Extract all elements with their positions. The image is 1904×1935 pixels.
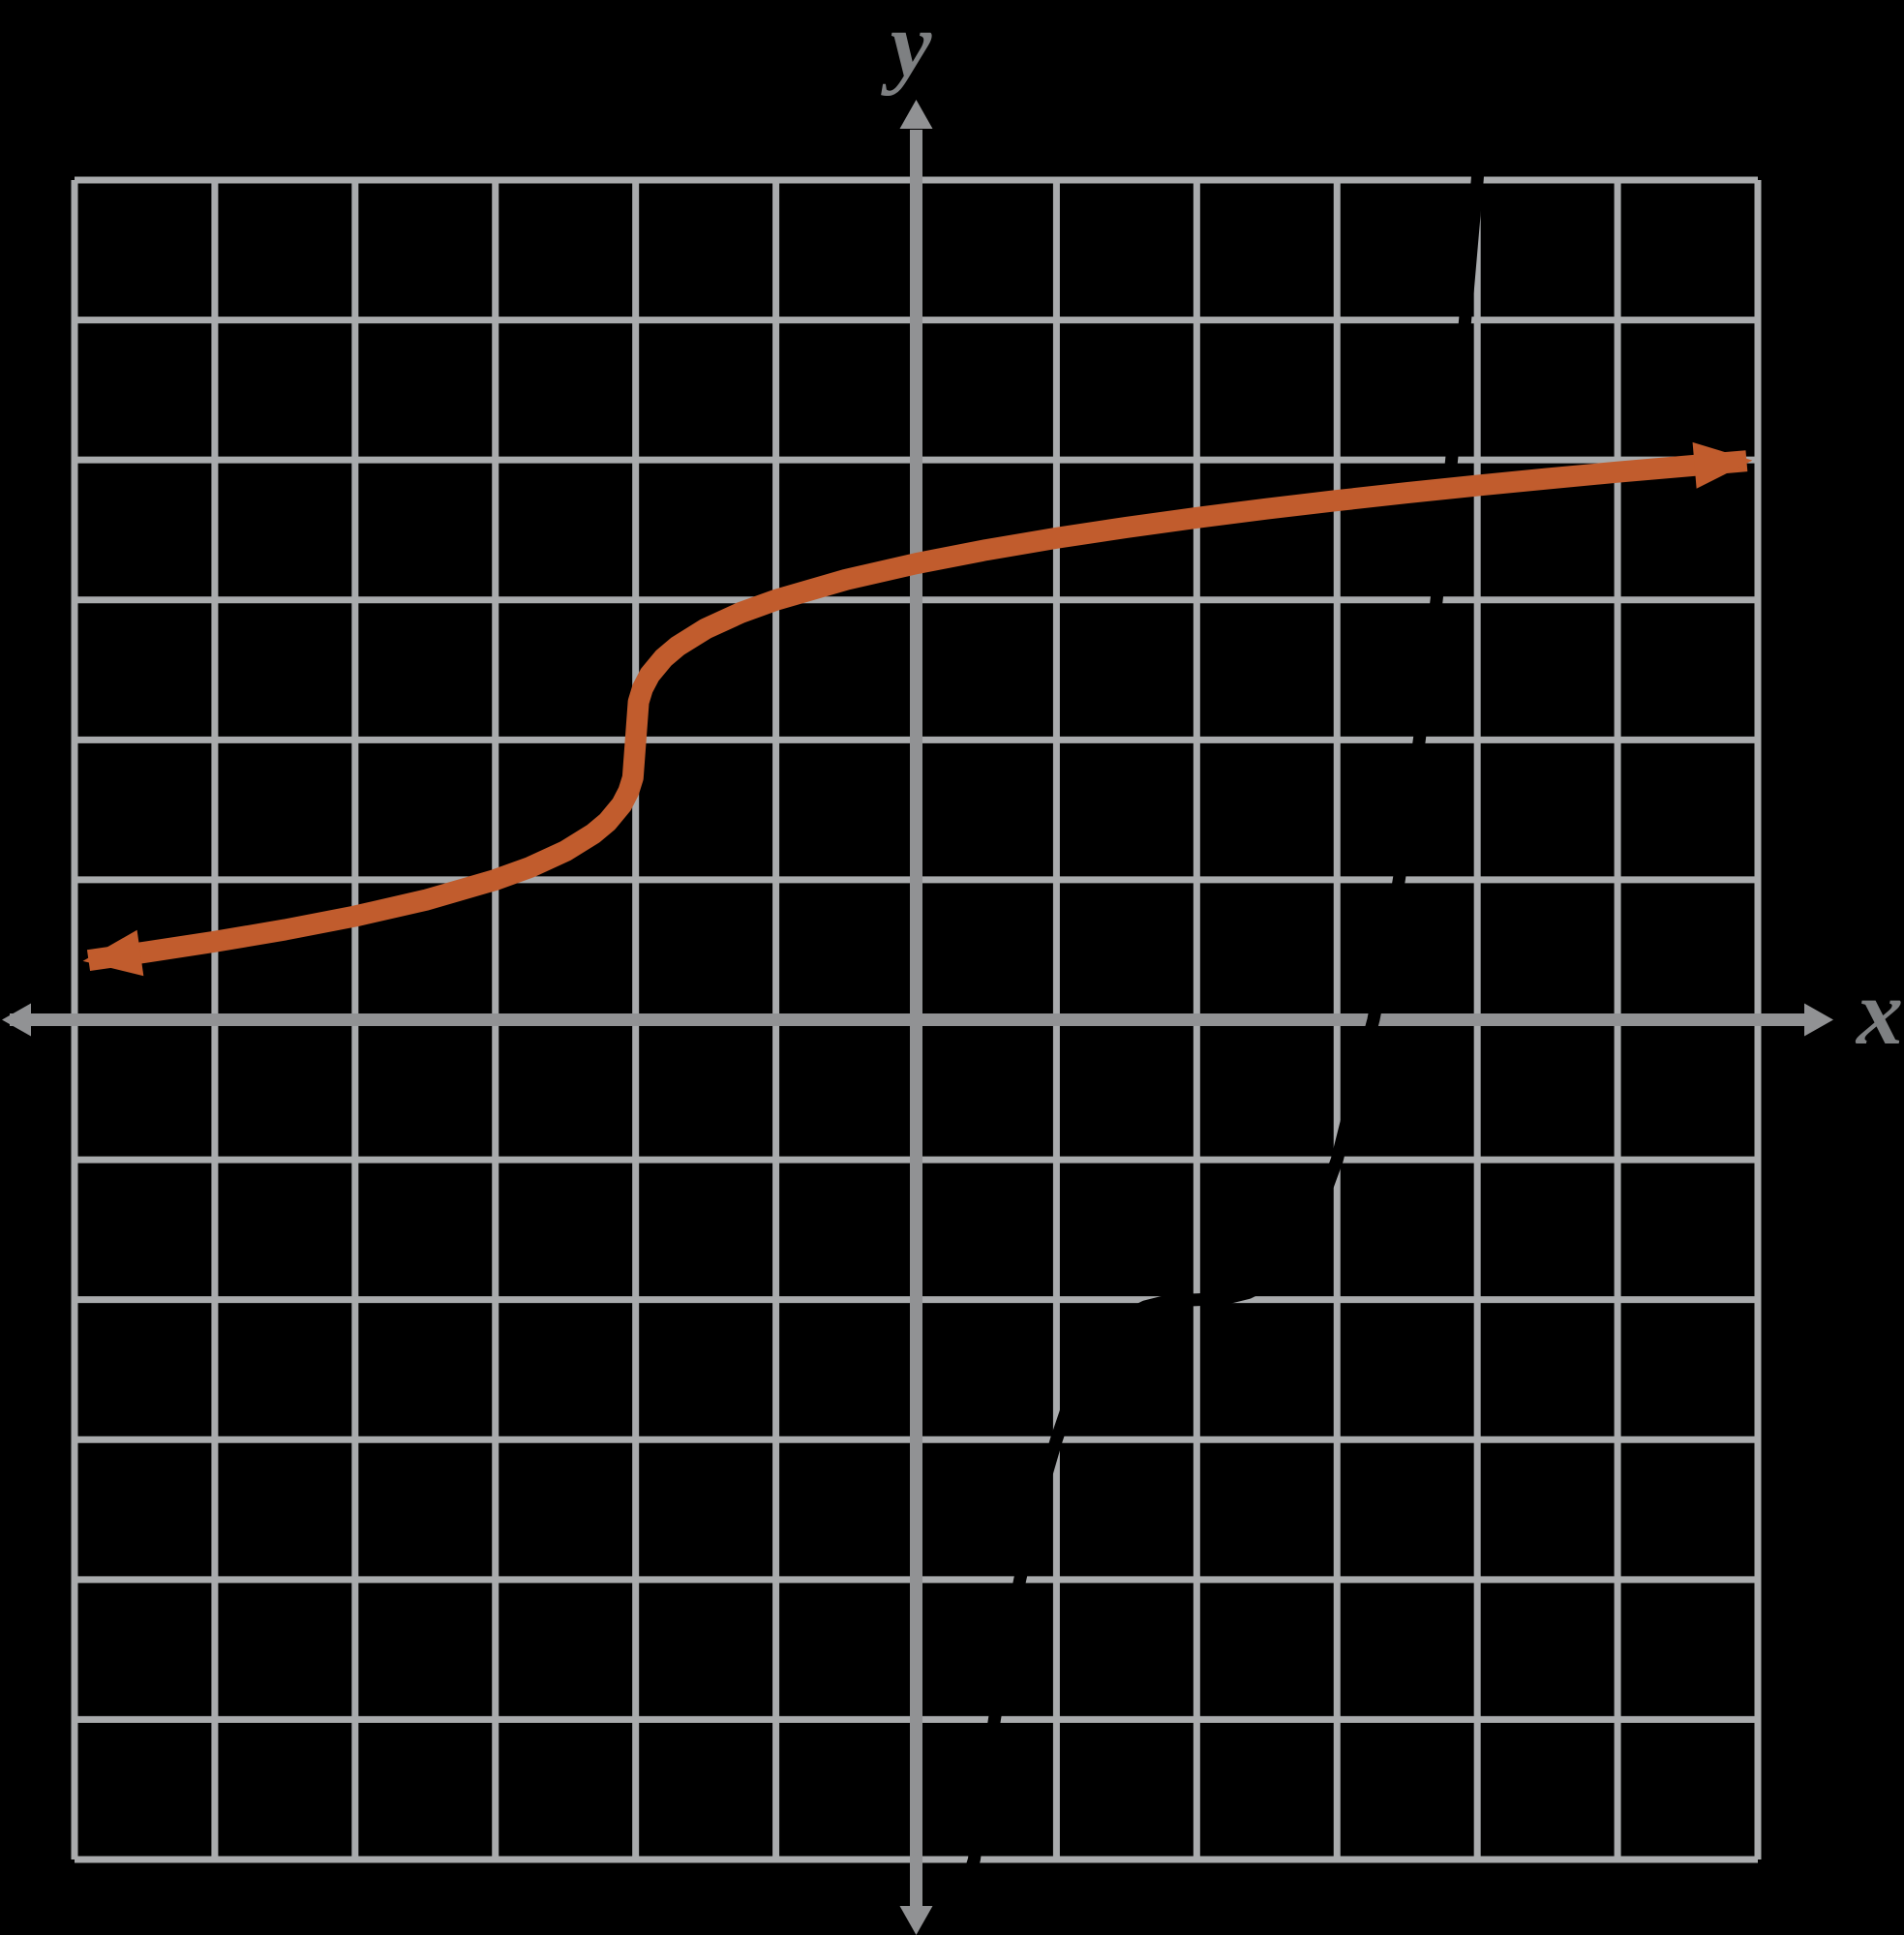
curve-arrowhead-right [1692, 441, 1753, 489]
x-axis-arrowhead-right [1804, 1003, 1833, 1037]
x-axis-arrowhead-left [2, 1003, 31, 1037]
y-axis-arrowhead-top [899, 100, 933, 129]
x-axis [2, 1003, 1833, 1037]
curves [82, 173, 1753, 1867]
x-axis-label: x [1855, 960, 1903, 1064]
y-axis [899, 100, 933, 1935]
curve-arrowhead-left [82, 929, 144, 977]
inverse-cubic-curve-path [966, 173, 1485, 1867]
y-axis-arrowhead-bottom [899, 1906, 933, 1935]
cube-root-curve-path [86, 450, 1748, 971]
